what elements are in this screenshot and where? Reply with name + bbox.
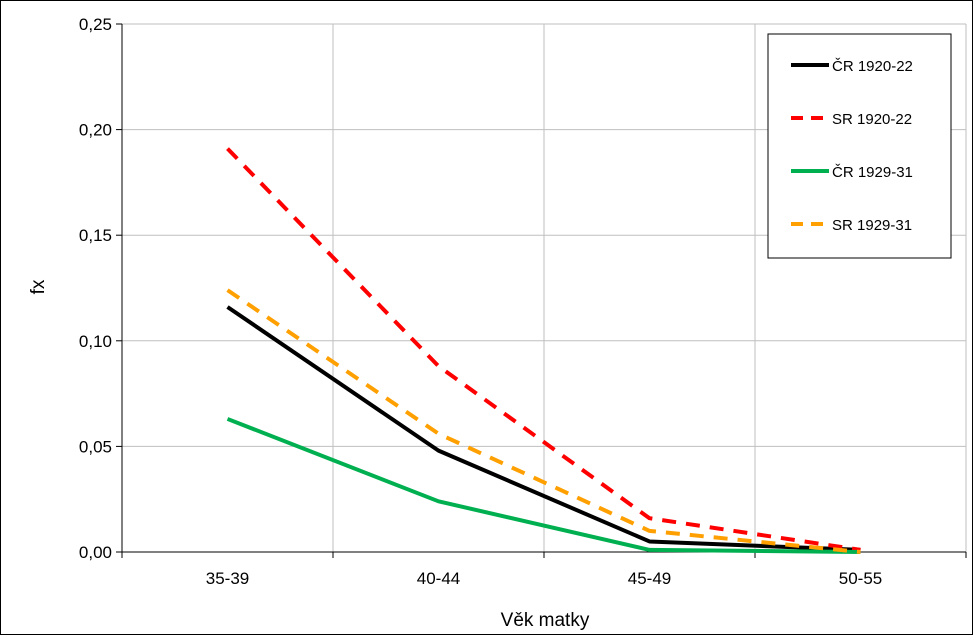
legend-box (767, 33, 952, 259)
series-line-1 (226, 305, 861, 552)
legend-label: SR 1929-31 (832, 217, 912, 234)
legend-label: SR 1920-22 (832, 111, 912, 128)
y-tick-label: 0,10 (79, 332, 112, 351)
x-tick-label: 35-39 (206, 569, 249, 588)
tick-labels: 0,00 0,05 0,10 0,15 0,20 0,25 35-39 40-44 45-49 5… (79, 15, 882, 588)
series-line-4 (226, 288, 861, 554)
x-axis-title: Věk matky (501, 610, 590, 631)
legend: ČR 1920-22 SR 1920-22 ČR 1929-31 SR 1929-31 (767, 33, 952, 259)
x-tick-label: 50-55 (839, 569, 882, 588)
y-tick-label: 0,25 (79, 15, 112, 34)
series-line-2 (226, 147, 861, 552)
legend-label: ČR 1920-22 (832, 58, 913, 75)
y-axis-title: fx (28, 279, 49, 294)
series-line-3 (226, 417, 861, 554)
gridlines (122, 23, 967, 552)
y-tick-label: 0,20 (79, 121, 112, 140)
x-tick-label: 40-44 (417, 569, 460, 588)
legend-label: ČR 1929-31 (832, 164, 913, 181)
x-tick-label: 45-49 (628, 569, 671, 588)
series-lines (226, 147, 861, 554)
y-tick-label: 0,05 (79, 437, 112, 456)
y-tick-label: 0,00 (79, 543, 112, 562)
y-tick-label: 0,15 (79, 226, 112, 245)
